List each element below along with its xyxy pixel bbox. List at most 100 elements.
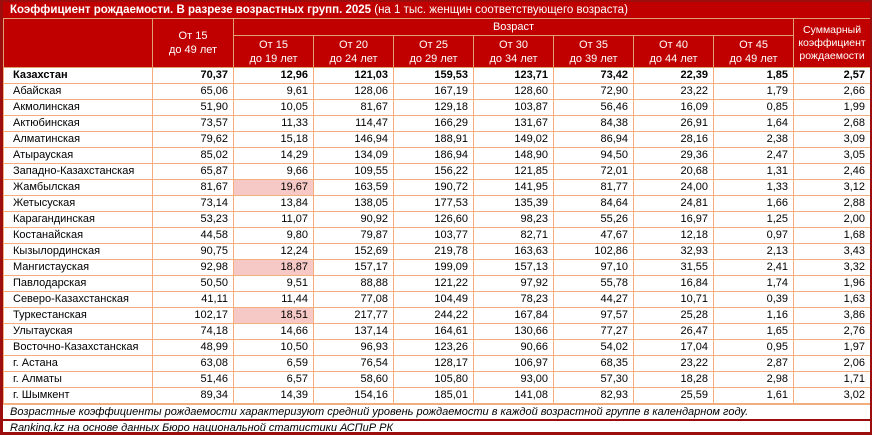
value-cell: 159,53 bbox=[393, 67, 474, 84]
table-row: Жетысуская 73,14 13,84 138,05 177,53 135,39 84… bbox=[3, 195, 870, 212]
table-row: г. Шымкент 89,34 14,39 154,16 185,01 141,08 82… bbox=[3, 387, 870, 404]
value-cell: 3,32 bbox=[793, 259, 870, 276]
value-cell: 1,65 bbox=[712, 323, 795, 340]
table-row: Северо-Казахстанская 41,11 11,44 77,08 104,4… bbox=[3, 291, 870, 308]
value-cell: 29,36 bbox=[633, 147, 714, 164]
value-cell: 10,05 bbox=[233, 99, 314, 116]
value-cell: 50,50 bbox=[152, 275, 234, 292]
value-cell: 86,94 bbox=[553, 131, 634, 148]
value-cell: 9,61 bbox=[233, 83, 314, 100]
value-cell: 84,38 bbox=[553, 115, 634, 132]
table-row: Кызылординская 90,75 12,24 152,69 219,78 163,… bbox=[3, 243, 870, 260]
value-cell: 26,47 bbox=[633, 323, 714, 340]
value-cell: 1,96 bbox=[793, 275, 870, 292]
value-cell: 123,26 bbox=[393, 339, 474, 356]
value-cell: 126,60 bbox=[393, 211, 474, 228]
value-cell: 190,72 bbox=[393, 179, 474, 196]
value-cell: 20,68 bbox=[633, 163, 714, 180]
value-cell: 109,55 bbox=[313, 163, 394, 180]
value-cell: 2,41 bbox=[712, 259, 795, 276]
region-cell: г. Астана bbox=[3, 355, 153, 372]
value-cell: 26,91 bbox=[633, 115, 714, 132]
value-cell: 185,01 bbox=[393, 387, 474, 404]
value-cell: 11,07 bbox=[233, 211, 314, 228]
value-cell: 2,38 bbox=[712, 131, 795, 148]
table-row: Абайская 65,06 9,61 128,06 167,19 128,60 72,90… bbox=[3, 83, 870, 100]
value-cell: 12,18 bbox=[633, 227, 714, 244]
value-cell: 135,39 bbox=[473, 195, 554, 212]
value-cell: 57,30 bbox=[553, 371, 634, 388]
value-cell: 199,09 bbox=[393, 259, 474, 276]
age-column-header: От 20 до 24 лет bbox=[313, 35, 394, 68]
value-cell: 41,11 bbox=[152, 291, 234, 308]
value-cell: 56,46 bbox=[553, 99, 634, 116]
value-cell: 128,60 bbox=[473, 83, 554, 100]
value-cell: 130,66 bbox=[473, 323, 554, 340]
value-cell: 63,08 bbox=[152, 355, 234, 372]
table-row: Акмолинская 51,90 10,05 81,67 129,18 103,87 56… bbox=[3, 99, 870, 116]
value-cell: 157,17 bbox=[313, 259, 394, 276]
value-cell: 77,27 bbox=[553, 323, 634, 340]
value-cell: 11,33 bbox=[233, 115, 314, 132]
value-cell: 146,94 bbox=[313, 131, 394, 148]
value-cell: 104,49 bbox=[393, 291, 474, 308]
age-column-header: От 30 до 34 лет bbox=[473, 35, 554, 68]
value-cell: 78,23 bbox=[473, 291, 554, 308]
table-title: Коэффициент рождаемости. В разрезе возра… bbox=[3, 2, 870, 18]
value-cell: 94,50 bbox=[553, 147, 634, 164]
region-cell: Кызылординская bbox=[3, 243, 153, 260]
age-column-header: От 40 до 44 лет bbox=[633, 35, 714, 68]
age-column-header: От 15 до 19 лет bbox=[233, 35, 314, 68]
value-cell: 1,16 bbox=[712, 307, 795, 324]
value-cell: 1,99 bbox=[793, 99, 870, 116]
value-cell: 97,57 bbox=[553, 307, 634, 324]
value-cell: 55,78 bbox=[553, 275, 634, 292]
value-cell: 17,04 bbox=[633, 339, 714, 356]
value-cell: 82,93 bbox=[553, 387, 634, 404]
value-cell: 2,66 bbox=[793, 83, 870, 100]
value-cell: 121,22 bbox=[393, 275, 474, 292]
value-cell: 2,76 bbox=[793, 323, 870, 340]
value-cell: 73,57 bbox=[152, 115, 234, 132]
region-cell: Северо-Казахстанская bbox=[3, 291, 153, 308]
value-cell: 10,50 bbox=[233, 339, 314, 356]
value-cell: 96,93 bbox=[313, 339, 394, 356]
value-cell: 1,97 bbox=[793, 339, 870, 356]
value-cell: 79,62 bbox=[152, 131, 234, 148]
value-cell: 23,22 bbox=[633, 83, 714, 100]
value-cell: 89,34 bbox=[152, 387, 234, 404]
age-range-header-row: От 15 до 19 лет От 20 до 24 лет От 25 до 2… bbox=[4, 35, 871, 68]
value-cell: 219,78 bbox=[393, 243, 474, 260]
value-cell: 2,68 bbox=[793, 115, 870, 132]
value-cell: 1,33 bbox=[712, 179, 795, 196]
table-row: Атырауская 85,02 14,29 134,09 186,94 148,90 94… bbox=[3, 147, 870, 164]
value-cell: 217,77 bbox=[313, 307, 394, 324]
value-cell: 148,90 bbox=[473, 147, 554, 164]
value-cell: 25,59 bbox=[633, 387, 714, 404]
region-column-header bbox=[3, 18, 153, 68]
value-cell: 72,90 bbox=[553, 83, 634, 100]
value-cell: 3,02 bbox=[793, 387, 870, 404]
value-cell: 2,13 bbox=[712, 243, 795, 260]
value-cell: 164,61 bbox=[393, 323, 474, 340]
value-cell: 1,74 bbox=[712, 275, 795, 292]
value-cell: 6,59 bbox=[233, 355, 314, 372]
value-cell: 73,42 bbox=[553, 67, 634, 84]
value-cell: 51,46 bbox=[152, 371, 234, 388]
region-cell: Улытауская bbox=[3, 323, 153, 340]
value-cell: 123,71 bbox=[473, 67, 554, 84]
region-cell: Туркестанская bbox=[3, 307, 153, 324]
value-cell: 68,35 bbox=[553, 355, 634, 372]
value-cell: 24,00 bbox=[633, 179, 714, 196]
value-cell: 105,80 bbox=[393, 371, 474, 388]
value-cell: 70,37 bbox=[152, 67, 234, 84]
value-cell: 98,23 bbox=[473, 211, 554, 228]
value-cell: 167,19 bbox=[393, 83, 474, 100]
age-column-header: От 45 до 49 лет bbox=[712, 35, 795, 68]
value-cell: 102,86 bbox=[553, 243, 634, 260]
value-cell: 53,23 bbox=[152, 211, 234, 228]
value-cell: 44,27 bbox=[553, 291, 634, 308]
table-row: Восточно-Казахстанская 48,99 10,50 96,93 123… bbox=[3, 339, 870, 356]
title-note: (на 1 тыс. женщин соответствующего возра… bbox=[374, 4, 628, 16]
